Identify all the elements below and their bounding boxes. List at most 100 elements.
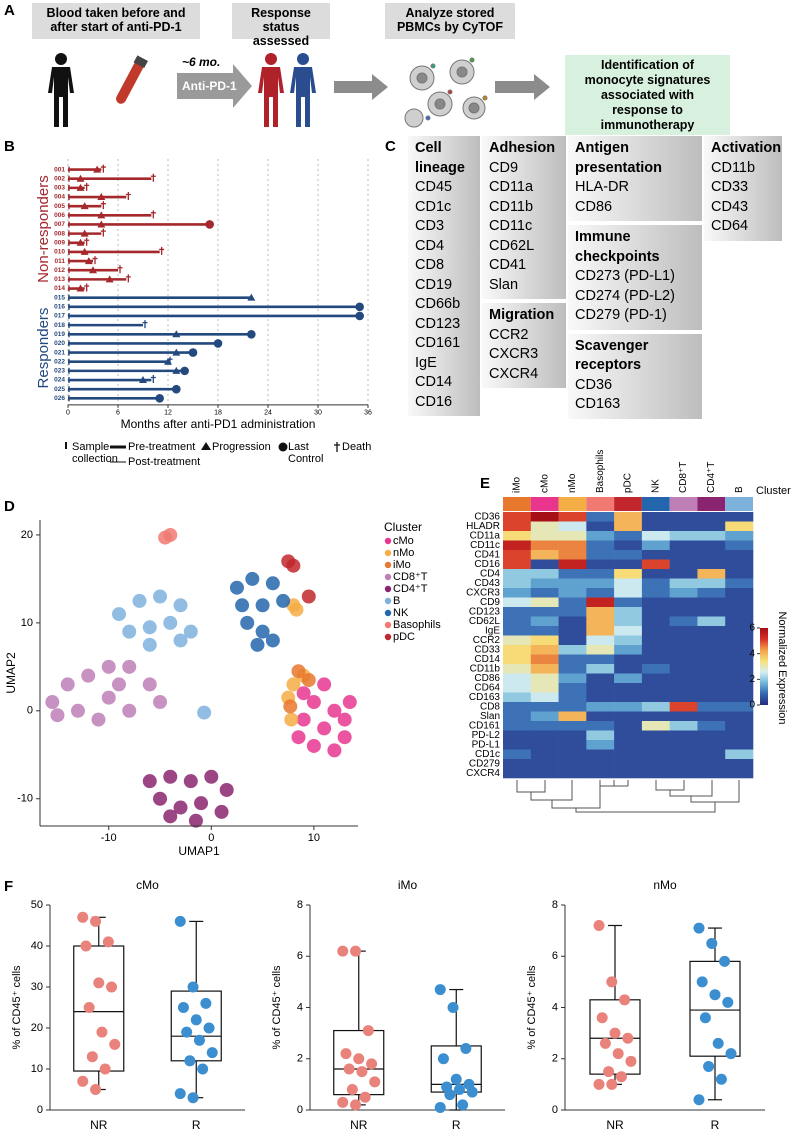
cell-point [265, 633, 280, 648]
colorbar-tick-label: 6 [749, 623, 755, 634]
cell-point [342, 695, 357, 710]
group-title: Scavenger receptors [575, 337, 649, 374]
cell-point [306, 695, 321, 710]
data-point [434, 1101, 446, 1113]
cell-point [317, 677, 332, 692]
data-point [346, 1084, 358, 1095]
heatmap-cell [503, 721, 532, 731]
cell-point [163, 769, 178, 784]
heatmap-cell [558, 673, 587, 684]
last-control-marker [172, 384, 181, 394]
x-tick-label: 36 [364, 410, 372, 417]
last-control-marker [205, 220, 214, 229]
marker-name: Slan [489, 276, 519, 293]
heatmap-cell [641, 692, 670, 703]
legend-swatch [384, 549, 392, 557]
row-label: Slan [480, 711, 500, 722]
heatmap-cell [725, 512, 754, 522]
marker-name: CD66b [415, 296, 461, 312]
marker-name: CD62L [489, 237, 535, 254]
data-point [353, 1053, 365, 1065]
heatmap-cell [586, 730, 615, 741]
heatmap-cell [558, 512, 587, 522]
panel-label: B [4, 138, 15, 155]
death-marker [150, 375, 156, 384]
data-point [369, 1076, 381, 1088]
chart-title: cMo [136, 878, 159, 892]
progression-marker [93, 165, 102, 173]
heatmap-cell [725, 711, 754, 722]
heatmap-cell [725, 588, 754, 598]
heatmap-cell [641, 597, 670, 608]
heatmap-cell [697, 768, 726, 779]
cell-point [255, 624, 270, 639]
heatmap-cell [669, 749, 698, 760]
column-label: iMo [512, 476, 523, 493]
death-marker [159, 246, 165, 255]
cluster-strip [725, 497, 753, 511]
heatmap-cell [669, 730, 698, 741]
panel-label: F [4, 878, 14, 895]
row-label: CD1c [475, 749, 500, 760]
progression-marker [97, 211, 106, 219]
heatmap-cell [641, 588, 670, 598]
marker-group: Immune checkpoints CD273 (PD-L1) CD274 (PD… [568, 225, 702, 330]
heatmap-cell [614, 768, 643, 779]
x-tick-label: R [192, 1118, 201, 1132]
marker-name: CXCR4 [489, 365, 539, 382]
heatmap-cell [503, 597, 532, 608]
marker-name: CD36 [575, 376, 613, 393]
heatmap-cell [641, 569, 670, 579]
legend-icon [201, 442, 211, 450]
heatmap-cell [669, 683, 698, 693]
heatmap-cell [530, 607, 559, 617]
heatmap-cell [669, 531, 698, 541]
heatmap-cell [669, 616, 698, 627]
heatmap-cell [558, 597, 587, 608]
marker-name: CD274 (PD-L2) [575, 287, 675, 304]
heatmap-cell [669, 512, 698, 522]
cell-point [153, 695, 168, 710]
data-point [722, 996, 734, 1008]
death-marker [117, 265, 123, 274]
heatmap-cell [725, 759, 754, 769]
last-control-marker [213, 339, 223, 348]
heatmap-cell [641, 578, 670, 589]
heatmap-cell [558, 683, 587, 693]
legend-swatch [384, 585, 392, 593]
legend-swatch [384, 621, 392, 629]
data-point [609, 1027, 621, 1039]
heatmap-cell [530, 711, 559, 722]
heatmap-cell [586, 768, 615, 779]
heatmap-cell [669, 645, 698, 655]
patient-id: 014 [54, 285, 65, 292]
heatmap-cell [586, 616, 615, 627]
y-tick-label: -10 [17, 793, 33, 805]
interval-label: ~6 mo. [182, 55, 221, 69]
cell-point [122, 703, 137, 718]
heatmap-cell [530, 588, 559, 598]
marker-name: CD14 [415, 374, 453, 390]
data-point [174, 915, 186, 927]
cluster-strip [669, 497, 698, 511]
data-point [599, 1037, 611, 1049]
heatmap-cell [697, 616, 726, 627]
cell-point [70, 703, 85, 718]
row-label: PD-L1 [472, 739, 501, 750]
heatmap-cell [503, 692, 532, 703]
heatmap-cell [530, 616, 559, 627]
cell-point [255, 598, 270, 613]
heatmap-cell [614, 588, 643, 598]
heatmap-cell [530, 635, 559, 646]
heatmap-cell [641, 559, 670, 570]
marker-name: CD11c [489, 218, 533, 234]
heatmap-cell [614, 749, 643, 760]
heatmap-cell [614, 673, 643, 684]
heatmap-cell [641, 702, 670, 712]
heatmap-cell [725, 692, 754, 703]
heatmap-cell [725, 730, 754, 741]
heatmap-cell [586, 749, 615, 760]
heatmap-cell [503, 512, 532, 522]
column-label: Basophils [595, 450, 606, 493]
heatmap-cell [697, 521, 726, 532]
